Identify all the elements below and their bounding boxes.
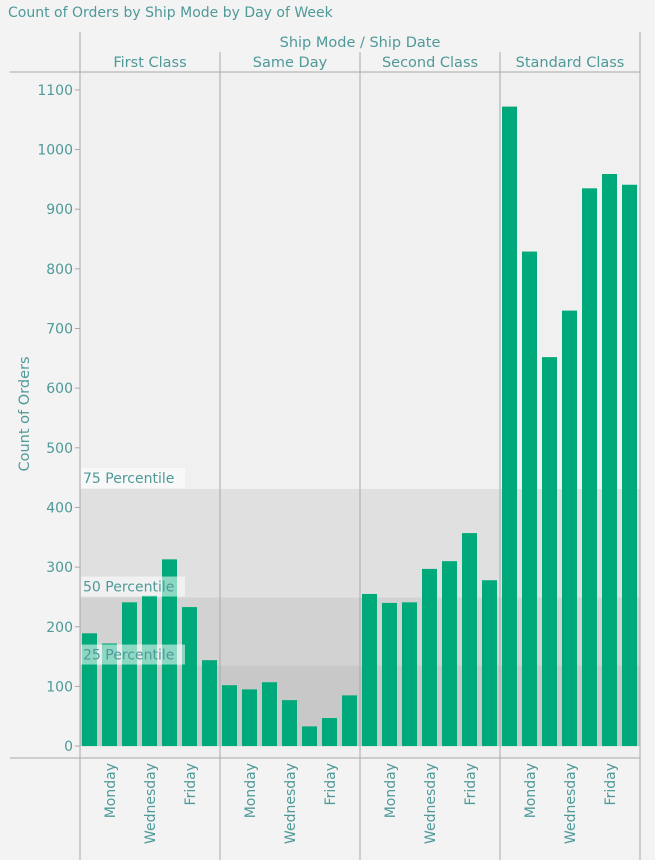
bar-first-class-monday xyxy=(102,643,117,747)
group-header: First Class xyxy=(113,55,186,71)
bar-same-day-monday xyxy=(242,689,257,747)
x-tick-label: Friday xyxy=(463,763,479,805)
y-tick-label: 300 xyxy=(46,560,73,576)
y-tick-label: 800 xyxy=(46,262,73,278)
x-tick-label: Monday xyxy=(243,763,259,818)
bar-standard-class-thursday xyxy=(582,188,597,747)
group-headers: First Class Same Day Second Class Standard … xyxy=(113,55,624,71)
bar-first-class-wednesday xyxy=(142,595,157,747)
bar-second-class-thursday xyxy=(442,561,457,747)
bar-second-class-wednesday xyxy=(422,568,437,747)
y-tick-label: 1100 xyxy=(37,83,73,99)
group-header: Second Class xyxy=(382,55,478,71)
bar-first-class-friday xyxy=(182,607,197,747)
band-label-bg xyxy=(81,644,185,665)
y-tick-label: 0 xyxy=(64,739,73,755)
bar-first-class-tuesday xyxy=(122,602,137,747)
x-tick-label: Monday xyxy=(523,763,539,818)
y-tick-label: 100 xyxy=(46,679,73,695)
y-tick-label: 400 xyxy=(46,500,73,516)
y-axis-title: Count of Orders xyxy=(17,356,33,471)
x-tick-label: Friday xyxy=(323,763,339,805)
y-tick-label: 600 xyxy=(46,381,73,397)
bar-same-day-wednesday xyxy=(282,700,297,747)
x-tick-label: Wednesday xyxy=(563,763,579,844)
bar-same-day-saturday xyxy=(342,695,357,747)
band-label: 75 Percentile xyxy=(83,471,174,487)
band-label: 50 Percentile xyxy=(83,580,174,596)
y-tick-label: 200 xyxy=(46,620,73,636)
bar-standard-class-monday xyxy=(522,251,537,747)
reference-band-labels: 75 Percentile 50 Percentile 25 Percentile xyxy=(81,467,185,665)
y-tick-label: 1000 xyxy=(37,143,73,159)
y-tick-label: 900 xyxy=(46,202,73,218)
column-header: Ship Mode / Ship Date xyxy=(280,35,441,51)
bar-same-day-sunday xyxy=(222,685,237,747)
y-tick-label: 500 xyxy=(46,441,73,457)
bar-second-class-sunday xyxy=(362,593,377,747)
bar-second-class-tuesday xyxy=(402,602,417,747)
x-tick-label: Friday xyxy=(603,763,619,805)
bars xyxy=(82,106,637,747)
bar-standard-class-saturday xyxy=(622,184,637,747)
band-label-bg xyxy=(81,467,185,488)
bar-same-day-thursday xyxy=(302,726,317,747)
band-label-bg xyxy=(81,576,185,597)
chart-title: Count of Orders by Ship Mode by Day of W… xyxy=(8,5,334,21)
x-tick-label: Wednesday xyxy=(423,763,439,844)
x-tick-label: Monday xyxy=(103,763,119,818)
bar-second-class-saturday xyxy=(482,580,497,747)
bar-standard-class-tuesday xyxy=(542,357,557,747)
bar-standard-class-friday xyxy=(602,174,617,747)
group-header: Same Day xyxy=(253,55,328,71)
x-tick-label: Monday xyxy=(383,763,399,818)
x-tick-label: Wednesday xyxy=(143,763,159,844)
bar-second-class-friday xyxy=(462,533,477,747)
bar-first-class-saturday xyxy=(202,660,217,747)
group-header: Standard Class xyxy=(516,55,625,71)
bar-same-day-friday xyxy=(322,718,337,747)
bar-standard-class-wednesday xyxy=(562,310,577,747)
y-axis: 0 100 200 300 400 500 600 700 800 900 1000 1100 xyxy=(37,83,80,755)
bar-second-class-monday xyxy=(382,602,397,747)
x-axis: Monday Wednesday Friday Monday Wednesday Frid… xyxy=(103,763,619,844)
bar-standard-class-sunday xyxy=(502,106,517,747)
band-label: 25 Percentile xyxy=(83,648,174,664)
x-tick-label: Wednesday xyxy=(283,763,299,844)
pane-dividers xyxy=(10,32,641,860)
x-tick-label: Friday xyxy=(183,763,199,805)
y-tick-label: 700 xyxy=(46,322,73,338)
bar-same-day-tuesday xyxy=(262,682,277,747)
